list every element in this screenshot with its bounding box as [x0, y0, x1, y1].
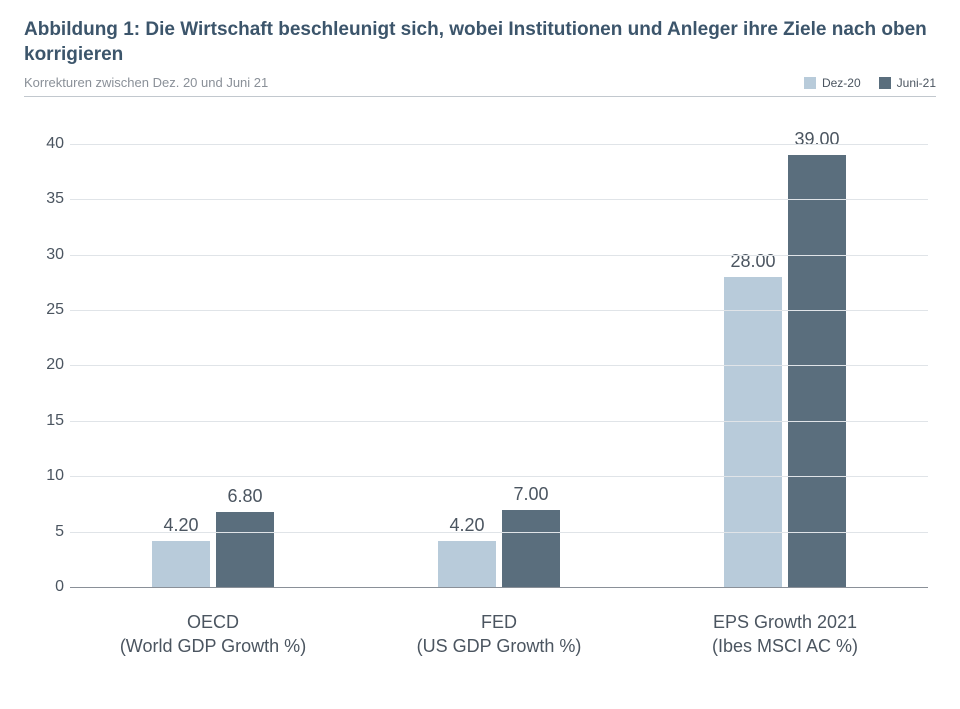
- bar: 6.80: [216, 512, 274, 587]
- y-tick-label: 40: [24, 135, 64, 153]
- bar-value-label: 6.80: [227, 486, 262, 507]
- chart-container: Abbildung 1: Die Wirtschaft beschleunigt…: [0, 0, 960, 709]
- y-tick-label: 35: [24, 190, 64, 208]
- legend-label: Juni-21: [897, 76, 936, 90]
- gridline: [70, 421, 928, 422]
- bar: 39.00: [788, 155, 846, 588]
- bar-group: 4.207.00: [356, 121, 642, 587]
- legend: Dez-20 Juni-21: [804, 76, 936, 90]
- plot-area: 4.206.804.207.0028.0039.00 0510152025303…: [70, 105, 928, 665]
- y-tick-label: 15: [24, 412, 64, 430]
- bar-value-label: 7.00: [513, 484, 548, 505]
- legend-swatch-juni21: [879, 77, 891, 89]
- y-tick-label: 0: [24, 578, 64, 596]
- legend-swatch-dez20: [804, 77, 816, 89]
- bar: 4.20: [438, 541, 496, 588]
- bar-group: 28.0039.00: [642, 121, 928, 587]
- x-label-line2: (Ibes MSCI AC %): [642, 635, 928, 658]
- x-axis-baseline: [70, 587, 928, 588]
- bar: 28.00: [724, 277, 782, 588]
- x-label-line2: (US GDP Growth %): [356, 635, 642, 658]
- gridline: [70, 310, 928, 311]
- x-label-line1: EPS Growth 2021: [642, 611, 928, 634]
- legend-label: Dez-20: [822, 76, 861, 90]
- gridline: [70, 532, 928, 533]
- x-label-line1: OECD: [70, 611, 356, 634]
- gridline: [70, 144, 928, 145]
- y-tick-label: 10: [24, 467, 64, 485]
- bar-value-label: 39.00: [794, 129, 839, 150]
- gridline: [70, 476, 928, 477]
- legend-item-dez20: Dez-20: [804, 76, 861, 90]
- legend-item-juni21: Juni-21: [879, 76, 936, 90]
- x-label-line2: (World GDP Growth %): [70, 635, 356, 658]
- y-tick-label: 25: [24, 301, 64, 319]
- gridline: [70, 255, 928, 256]
- plot-inner: 4.206.804.207.0028.0039.00 0510152025303…: [70, 121, 928, 587]
- x-label-line1: FED: [356, 611, 642, 634]
- x-axis-label: OECD(World GDP Growth %): [70, 603, 356, 665]
- x-axis-label: EPS Growth 2021(Ibes MSCI AC %): [642, 603, 928, 665]
- bar-groups: 4.206.804.207.0028.0039.00: [70, 121, 928, 587]
- y-tick-label: 20: [24, 356, 64, 374]
- gridline: [70, 365, 928, 366]
- y-tick-label: 5: [24, 523, 64, 541]
- x-axis-labels: OECD(World GDP Growth %)FED(US GDP Growt…: [70, 603, 928, 665]
- y-tick-label: 30: [24, 246, 64, 264]
- chart-title: Abbildung 1: Die Wirtschaft beschleunigt…: [24, 18, 936, 67]
- chart-subtitle: Korrekturen zwischen Dez. 20 und Juni 21: [24, 75, 268, 90]
- x-axis-label: FED(US GDP Growth %): [356, 603, 642, 665]
- bar: 4.20: [152, 541, 210, 588]
- gridline: [70, 199, 928, 200]
- subtitle-legend-row: Korrekturen zwischen Dez. 20 und Juni 21…: [24, 75, 936, 90]
- bar: 7.00: [502, 510, 560, 588]
- bar-group: 4.206.80: [70, 121, 356, 587]
- header-divider: [24, 96, 936, 97]
